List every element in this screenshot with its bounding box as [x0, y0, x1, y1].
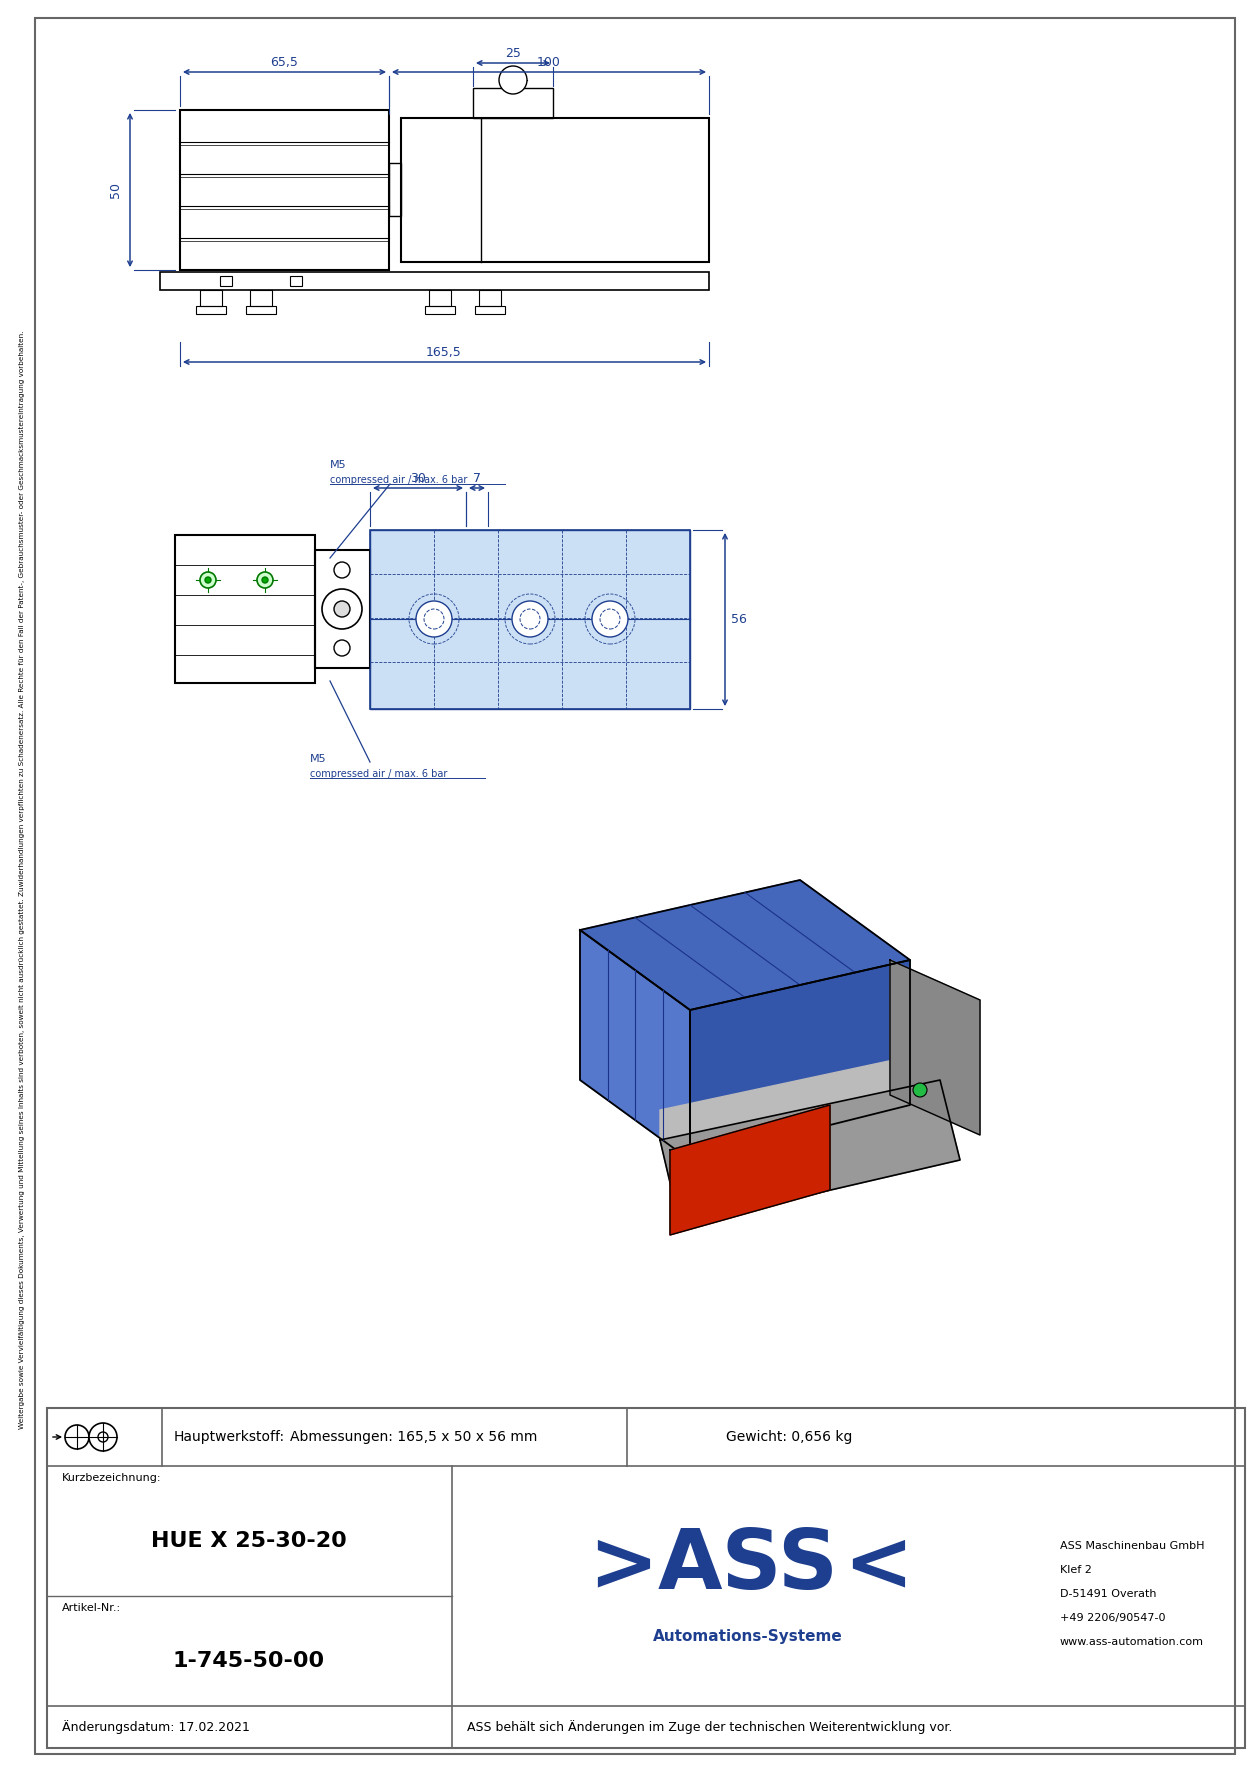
Text: Automations-Systeme: Automations-Systeme [653, 1628, 843, 1643]
Text: Kurzbezeichnung:: Kurzbezeichnung: [61, 1473, 162, 1483]
Circle shape [512, 601, 548, 636]
Text: 65,5: 65,5 [271, 55, 298, 69]
Circle shape [913, 1083, 927, 1097]
Text: >: > [588, 1526, 658, 1607]
Text: D-51491 Overath: D-51491 Overath [1060, 1589, 1157, 1598]
Text: M5: M5 [330, 461, 347, 470]
Polygon shape [660, 1051, 940, 1139]
Text: 30: 30 [410, 471, 426, 484]
Text: compressed air / max. 6 bar: compressed air / max. 6 bar [330, 475, 467, 486]
Circle shape [65, 1425, 89, 1449]
Bar [429, 291, 451, 307]
Polygon shape [670, 1106, 829, 1235]
Bar [475, 307, 505, 314]
Bar [472, 89, 553, 119]
Text: ASS behält sich Änderungen im Zuge der technischen Weiterentwicklung vor.: ASS behält sich Änderungen im Zuge der t… [467, 1721, 952, 1735]
Text: Weitergabe sowie Vervielfältigung dieses Dokuments, Verwertung und Mitteilung se: Weitergabe sowie Vervielfältigung dieses… [19, 331, 25, 1430]
Bar [401, 119, 709, 262]
Bar [289, 276, 302, 285]
Text: 100: 100 [538, 55, 561, 69]
Circle shape [262, 578, 268, 583]
Bar [479, 291, 501, 307]
Text: Klef 2: Klef 2 [1060, 1565, 1091, 1575]
Bar [246, 307, 276, 314]
Text: 56: 56 [730, 613, 747, 626]
Bar [200, 291, 222, 307]
Polygon shape [660, 1079, 960, 1224]
Circle shape [205, 578, 211, 583]
Text: +49 2206/90547-0: +49 2206/90547-0 [1060, 1613, 1165, 1623]
Text: 25: 25 [505, 46, 521, 60]
Text: <: < [843, 1526, 913, 1607]
Polygon shape [580, 930, 690, 1161]
Text: Gewicht: 0,656 kg: Gewicht: 0,656 kg [725, 1430, 852, 1444]
Bar [160, 271, 709, 291]
Polygon shape [690, 960, 910, 1161]
Circle shape [335, 601, 350, 617]
Circle shape [89, 1423, 117, 1451]
Text: Hauptwerkstoff:: Hauptwerkstoff: [174, 1430, 286, 1444]
Bar [251, 291, 272, 307]
Circle shape [200, 572, 216, 588]
Text: compressed air / max. 6 bar: compressed air / max. 6 bar [309, 769, 447, 780]
Polygon shape [580, 881, 910, 1010]
Text: www.ass-automation.com: www.ass-automation.com [1060, 1637, 1204, 1646]
Bar [370, 530, 690, 709]
Bar [175, 535, 315, 682]
Text: Änderungsdatum: 17.02.2021: Änderungsdatum: 17.02.2021 [61, 1721, 249, 1735]
Circle shape [591, 601, 628, 636]
Text: 50: 50 [109, 183, 123, 198]
Bar [195, 307, 226, 314]
Polygon shape [890, 960, 980, 1136]
Text: M5: M5 [309, 755, 327, 764]
Text: ASS: ASS [658, 1526, 838, 1607]
Text: Artikel-Nr.:: Artikel-Nr.: [61, 1604, 122, 1613]
Bar [180, 110, 388, 269]
Bar [388, 163, 401, 216]
Text: 7: 7 [472, 471, 481, 484]
Bar [48, 1409, 1245, 1747]
Circle shape [416, 601, 452, 636]
Bar [370, 530, 690, 709]
Text: 1-745-50-00: 1-745-50-00 [173, 1652, 325, 1671]
Bar [425, 307, 455, 314]
Circle shape [257, 572, 273, 588]
Text: HUE X 25-30-20: HUE X 25-30-20 [152, 1531, 347, 1550]
Circle shape [499, 66, 528, 94]
Bar [221, 276, 232, 285]
Text: ASS Maschinenbau GmbH: ASS Maschinenbau GmbH [1060, 1542, 1204, 1550]
Text: Abmessungen: 165,5 x 50 x 56 mm: Abmessungen: 165,5 x 50 x 56 mm [291, 1430, 538, 1444]
Circle shape [98, 1432, 108, 1442]
Bar [315, 549, 370, 668]
Text: 165,5: 165,5 [426, 346, 462, 358]
